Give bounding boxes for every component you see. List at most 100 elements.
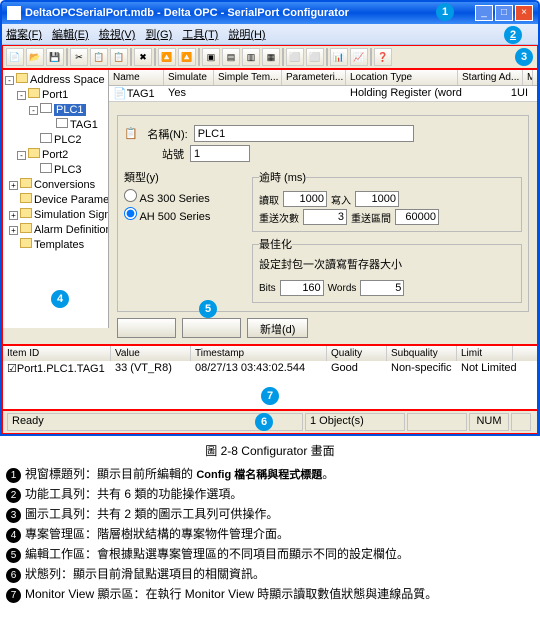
grid-col-header[interactable]: Quality — [327, 346, 387, 361]
grid-col-header[interactable]: Timestamp — [191, 346, 327, 361]
maximize-button[interactable]: □ — [495, 5, 513, 21]
new-button[interactable]: 新增(d) — [247, 318, 308, 338]
words-input[interactable] — [360, 280, 404, 296]
tree-node[interactable]: PLC3 — [5, 162, 106, 177]
form-panel: 📋名稱(N): 站號 類型(y) AS 300 Series AH 500 Se… — [117, 115, 529, 312]
callout-7: 7 — [261, 387, 279, 405]
list-col-header[interactable]: Location Type — [346, 70, 458, 85]
tree-node[interactable]: TAG1 — [5, 117, 106, 132]
toolbar-icon[interactable] — [282, 48, 284, 66]
radio-ah500[interactable]: AH 500 Series — [124, 207, 244, 223]
toolbar-icon[interactable]: 📊 — [330, 48, 348, 66]
station-label: 站號 — [138, 146, 184, 162]
list-col-header[interactable]: Starting Ad... — [458, 70, 523, 85]
callout-3: 3 — [515, 48, 533, 66]
button-1[interactable] — [117, 318, 176, 338]
list-col-header[interactable]: Simulate — [164, 70, 214, 85]
toolbar-icon[interactable]: ⬜ — [306, 48, 324, 66]
optimize-group: 最佳化 設定封包一次讀寫暫存器大小 Bits Words — [252, 236, 522, 303]
read-label: 讀取 — [259, 192, 279, 207]
status-objects: 1 Object(s) — [305, 413, 405, 431]
retry-input[interactable] — [303, 209, 347, 225]
callout-2: 2 — [504, 26, 522, 44]
grid-row[interactable]: ☑Port1.PLC1.TAG1 33 (VT_R8) 08/27/13 03:… — [3, 361, 537, 376]
name-input[interactable] — [194, 125, 414, 142]
menu-item[interactable]: 工具(T) — [182, 29, 218, 41]
toolbar-icon[interactable]: 📋 — [90, 48, 108, 66]
title-bar: DeltaOPCSerialPort.mdb - Delta OPC - Ser… — [2, 2, 538, 24]
window-title: DeltaOPCSerialPort.mdb - Delta OPC - Ser… — [25, 7, 349, 19]
legend-item: 4專案管理區：階層樹狀結構的專案物件管理介面。 — [6, 525, 534, 543]
bits-input[interactable] — [280, 280, 324, 296]
toolbar-icon[interactable]: ✂ — [70, 48, 88, 66]
status-bar: Ready 1 Object(s) NUM 6 — [2, 410, 538, 434]
menu-item[interactable]: 到(G) — [145, 29, 172, 41]
toolbar-icon[interactable]: ▤ — [222, 48, 240, 66]
tree-node[interactable]: -Port1 — [5, 87, 106, 102]
toolbar-icon[interactable] — [130, 48, 132, 66]
button-2[interactable] — [182, 318, 241, 338]
opt-text: 設定封包一次讀寫暫存器大小 — [259, 256, 515, 272]
toolbar-icon[interactable] — [198, 48, 200, 66]
menu-item[interactable]: 編輯(E) — [52, 29, 89, 41]
close-button[interactable]: × — [515, 5, 533, 21]
radio-as300[interactable]: AS 300 Series — [124, 189, 244, 205]
grid-col-header[interactable]: Item ID — [3, 346, 111, 361]
tree-node[interactable]: Templates — [5, 237, 106, 252]
list-col-header[interactable]: Simple Tem... — [214, 70, 282, 85]
retry-label: 重送次數 — [259, 210, 299, 225]
toolbar-icon[interactable]: ▥ — [242, 48, 260, 66]
list-col-header[interactable]: Name — [109, 70, 164, 85]
grid-col-header[interactable]: Value — [111, 346, 191, 361]
menu-item[interactable]: 檢視(V) — [99, 29, 136, 41]
name-label: 名稱(N): — [142, 126, 188, 142]
menu-item[interactable]: 檔案(F) — [6, 29, 42, 41]
minimize-button[interactable]: _ — [475, 5, 493, 21]
toolbar-icon[interactable]: 📈 — [350, 48, 368, 66]
figure-caption: 圖 2-8 Configurator 畫面 — [0, 442, 540, 459]
grid-col-header[interactable]: Subquality — [387, 346, 457, 361]
toolbar-icon[interactable]: 📄 — [6, 48, 24, 66]
interval-label: 重送區間 — [351, 210, 391, 225]
toolbar-icon[interactable]: 💾 — [46, 48, 64, 66]
toolbar-icon[interactable]: 🔼 — [178, 48, 196, 66]
toolbar-icon[interactable]: 📋 — [110, 48, 128, 66]
toolbar-icon[interactable]: ⬜ — [286, 48, 304, 66]
toolbar-icon[interactable]: 📂 — [26, 48, 44, 66]
app-icon — [7, 6, 21, 20]
legend-item: 2功能工具列：共有 6 類的功能操作選項。 — [6, 485, 534, 503]
timeout-group: 逾時 (ms) 讀取 寫入 重送次數 重送區間 — [252, 169, 522, 232]
words-label: Words — [328, 283, 357, 294]
list-row[interactable]: 📄TAG1 Yes Holding Register (word, ... 1 … — [109, 86, 537, 101]
grid-col-header[interactable]: Limit — [457, 346, 513, 361]
tree-node[interactable]: +Conversions — [5, 177, 106, 192]
toolbar-icon[interactable]: 🔼 — [158, 48, 176, 66]
toolbar-icon[interactable]: ✖ — [134, 48, 152, 66]
interval-input[interactable] — [395, 209, 439, 225]
tree-node[interactable]: +Alarm Definitions — [5, 222, 106, 237]
tree-root[interactable]: -Address Space — [5, 72, 106, 87]
list-col-header[interactable]: Parameteri... — [282, 70, 346, 85]
list-col-header[interactable]: M — [523, 70, 533, 85]
read-input[interactable] — [283, 191, 327, 207]
legend-item: 5編輯工作區：會根據點選專案管理區的不同項目而顯示不同的設定欄位。 — [6, 545, 534, 563]
callout-1: 1 — [436, 3, 454, 21]
toolbar-icon[interactable]: ▣ — [202, 48, 220, 66]
toolbar-icon[interactable] — [370, 48, 372, 66]
toolbar-icon[interactable] — [66, 48, 68, 66]
tree-node[interactable]: -PLC1 — [5, 102, 106, 117]
tree-node[interactable]: -Port2 — [5, 147, 106, 162]
toolbar-icon[interactable]: ❓ — [374, 48, 392, 66]
station-input[interactable] — [190, 145, 250, 162]
menu-item[interactable]: 說明(H) — [228, 29, 265, 41]
tree-node[interactable]: Device Parameters — [5, 192, 106, 207]
callout-6: 6 — [255, 413, 273, 431]
toolbar-icon[interactable] — [154, 48, 156, 66]
toolbar-icon[interactable] — [326, 48, 328, 66]
write-input[interactable] — [355, 191, 399, 207]
tree-node[interactable]: PLC2 — [5, 132, 106, 147]
edit-area: NameSimulateSimple Tem...Parameteri...Lo… — [109, 70, 537, 344]
project-tree[interactable]: -Address Space -Port1-PLC1TAG1PLC2-Port2… — [3, 70, 109, 328]
toolbar-icon[interactable]: ▦ — [262, 48, 280, 66]
tree-node[interactable]: +Simulation Signals — [5, 207, 106, 222]
